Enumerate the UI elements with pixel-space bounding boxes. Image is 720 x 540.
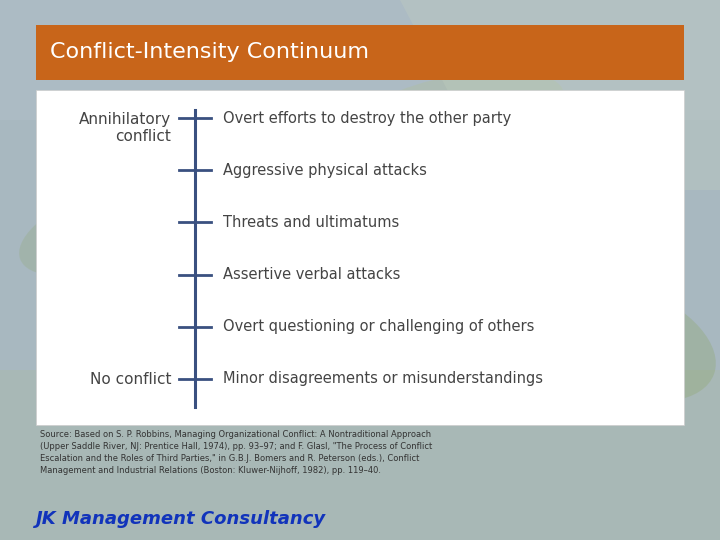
Ellipse shape: [19, 184, 181, 276]
Polygon shape: [0, 0, 720, 120]
Ellipse shape: [142, 349, 258, 411]
Text: Annihilatory
conflict: Annihilatory conflict: [79, 112, 171, 144]
FancyBboxPatch shape: [36, 90, 684, 425]
Polygon shape: [0, 370, 720, 540]
Text: Overt efforts to destroy the other party: Overt efforts to destroy the other party: [223, 111, 511, 125]
Text: Conflict-Intensity Continuum: Conflict-Intensity Continuum: [50, 43, 369, 63]
Text: Source: Based on S. P. Robbins, Managing Organizational Conflict: A Nontradition: Source: Based on S. P. Robbins, Managing…: [40, 430, 432, 475]
Text: Minor disagreements or misunderstandings: Minor disagreements or misunderstandings: [223, 372, 543, 387]
Text: Aggressive physical attacks: Aggressive physical attacks: [223, 163, 427, 178]
Ellipse shape: [356, 71, 564, 149]
Text: No conflict: No conflict: [89, 372, 171, 387]
Ellipse shape: [524, 278, 716, 402]
Ellipse shape: [439, 110, 681, 271]
FancyBboxPatch shape: [36, 25, 684, 80]
Text: Threats and ultimatums: Threats and ultimatums: [223, 215, 400, 230]
Text: Assertive verbal attacks: Assertive verbal attacks: [223, 267, 400, 282]
Text: Overt questioning or challenging of others: Overt questioning or challenging of othe…: [223, 319, 534, 334]
Text: JK Management Consultancy: JK Management Consultancy: [36, 510, 326, 528]
Polygon shape: [400, 0, 720, 190]
